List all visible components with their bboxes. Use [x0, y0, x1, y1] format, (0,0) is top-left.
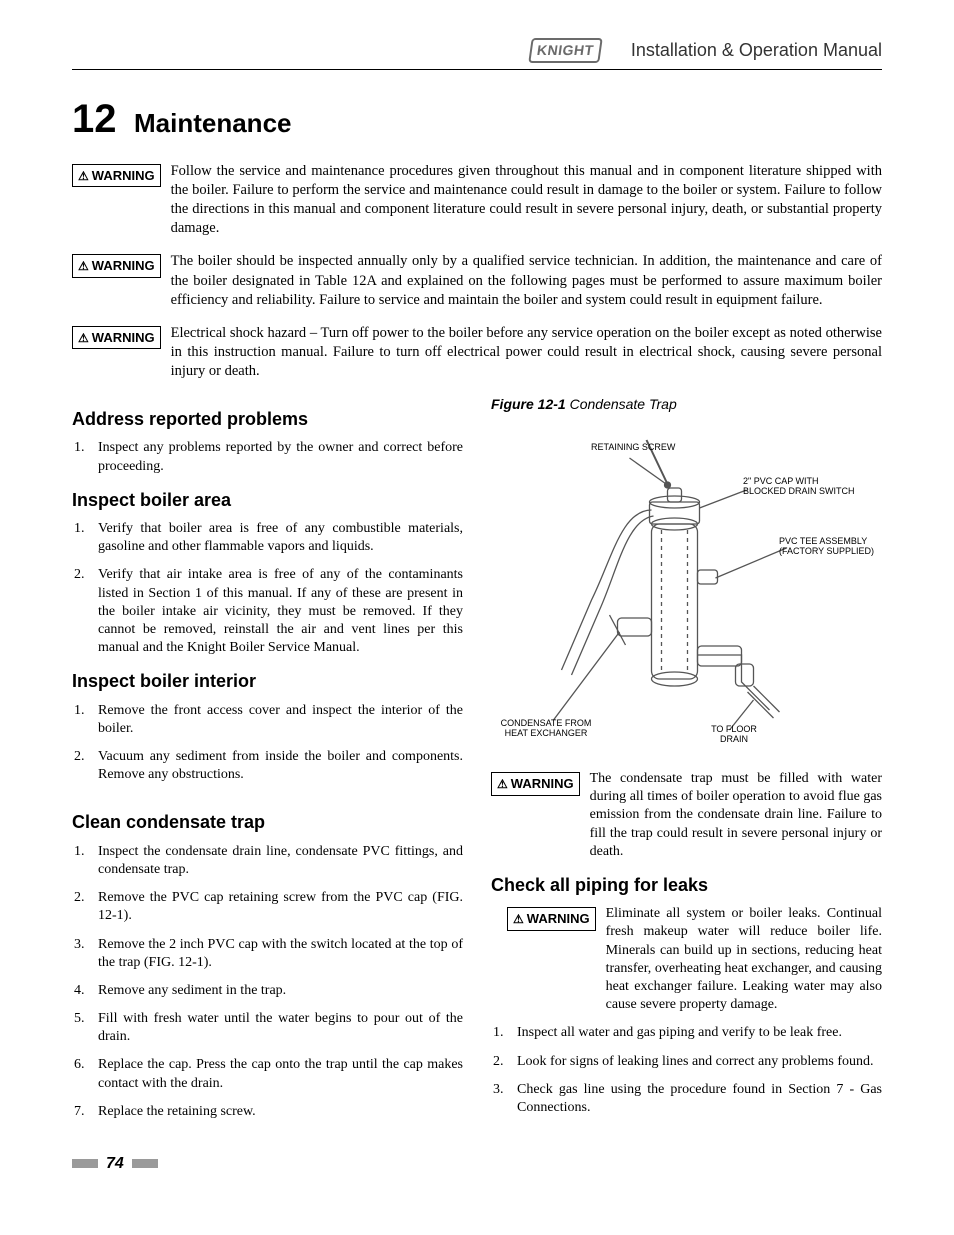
figure-number: Figure 12-1 [491, 396, 566, 412]
warning-icon: ⚠ [497, 778, 508, 790]
warning-icon: ⚠ [78, 170, 89, 182]
section-heading: Inspect boiler area [72, 488, 463, 512]
chapter-title: Maintenance [134, 108, 292, 138]
warning-text: Eliminate all system or boiler leaks. Co… [606, 905, 882, 1014]
warning-icon: ⚠ [78, 260, 89, 272]
warning-badge: ⚠WARNING [491, 772, 580, 796]
list-item: Remove any sediment in the trap. [88, 982, 463, 1000]
warning-badge: ⚠WARNING [507, 907, 596, 931]
diagram-svg [491, 420, 882, 760]
list-item: Vacuum any sediment from inside the boil… [88, 748, 463, 784]
figure-title: Condensate Trap [570, 396, 677, 412]
list-item: Check gas line using the procedure found… [507, 1081, 882, 1117]
list-item: Verify that air intake area is free of a… [88, 566, 463, 657]
warning-text: The boiler should be inspected annually … [171, 252, 882, 309]
section-list: Inspect any problems reported by the own… [72, 439, 463, 475]
warning-block: ⚠WARNING Follow the service and maintena… [72, 162, 882, 239]
warning-label: WARNING [92, 329, 155, 347]
diagram-label-cap: 2" PVC CAP WITH BLOCKED DRAIN SWITCH [743, 476, 863, 497]
warning-icon: ⚠ [513, 913, 524, 925]
left-column: Address reported problems Inspect any pr… [72, 395, 463, 1131]
warning-block: ⚠WARNING The condensate trap must be fil… [491, 770, 882, 861]
list-item: Verify that boiler area is free of any c… [88, 520, 463, 556]
section-heading: Address reported problems [72, 407, 463, 431]
warning-label: WARNING [511, 775, 574, 793]
diagram-label-retaining: RETAINING SCREW [591, 442, 675, 452]
page-footer: 74 [72, 1153, 882, 1175]
warning-badge: ⚠WARNING [72, 326, 161, 350]
chapter-number: 12 [72, 97, 117, 141]
section-list: Remove the front access cover and inspec… [72, 702, 463, 785]
list-item: Inspect the condensate drain line, conde… [88, 843, 463, 879]
diagram-label-tee: PVC TEE ASSEMBLY (FACTORY SUPPLIED) [779, 536, 879, 557]
list-item: Remove the PVC cap retaining screw from … [88, 889, 463, 925]
condensate-trap-diagram: RETAINING SCREW 2" PVC CAP WITH BLOCKED … [491, 420, 882, 760]
list-item: Inspect any problems reported by the own… [88, 439, 463, 475]
list-item: Replace the retaining screw. [88, 1103, 463, 1121]
page-number: 74 [106, 1153, 124, 1175]
warning-badge: ⚠WARNING [72, 254, 161, 278]
footer-bar-right [132, 1159, 158, 1168]
warning-icon: ⚠ [78, 332, 89, 344]
section-list: Verify that boiler area is free of any c… [72, 520, 463, 657]
list-item: Remove the front access cover and inspec… [88, 702, 463, 738]
doc-title: Installation & Operation Manual [631, 38, 882, 62]
list-item: Look for signs of leaking lines and corr… [507, 1053, 882, 1071]
list-item: Remove the 2 inch PVC cap with the switc… [88, 936, 463, 972]
warning-text: Electrical shock hazard – Turn off power… [171, 324, 882, 381]
knight-logo: KNIGHT [528, 38, 602, 63]
warning-text: The condensate trap must be filled with … [590, 770, 882, 861]
section-heading: Inspect boiler interior [72, 669, 463, 693]
diagram-label-floor: TO FLOOR DRAIN [699, 724, 769, 745]
section-heading: Check all piping for leaks [491, 873, 882, 897]
chapter-heading: 12 Maintenance [72, 92, 882, 146]
warning-text: Follow the service and maintenance proce… [171, 162, 882, 239]
list-item: Inspect all water and gas piping and ver… [507, 1024, 882, 1042]
warning-badge: ⚠WARNING [72, 164, 161, 188]
warning-block: ⚠WARNING Eliminate all system or boiler … [491, 905, 882, 1014]
list-item: Replace the cap. Press the cap onto the … [88, 1056, 463, 1092]
section-list: Inspect the condensate drain line, conde… [72, 843, 463, 1121]
body-columns: Address reported problems Inspect any pr… [72, 395, 882, 1131]
section-list: Inspect all water and gas piping and ver… [491, 1024, 882, 1117]
list-item: Fill with fresh water until the water be… [88, 1010, 463, 1046]
warning-label: WARNING [92, 257, 155, 275]
warning-label: WARNING [92, 167, 155, 185]
footer-bar-left [72, 1159, 98, 1168]
warning-block: ⚠WARNING Electrical shock hazard – Turn … [72, 324, 882, 381]
diagram-label-condensate: CONDENSATE FROM HEAT EXCHANGER [491, 718, 601, 739]
warning-block: ⚠WARNING The boiler should be inspected … [72, 252, 882, 309]
right-column: Figure 12-1 Condensate Trap [491, 395, 882, 1131]
warning-label: WARNING [527, 910, 590, 928]
figure-caption: Figure 12-1 Condensate Trap [491, 395, 882, 414]
page-header: KNIGHT Installation & Operation Manual [72, 38, 882, 70]
section-heading: Clean condensate trap [72, 810, 463, 834]
